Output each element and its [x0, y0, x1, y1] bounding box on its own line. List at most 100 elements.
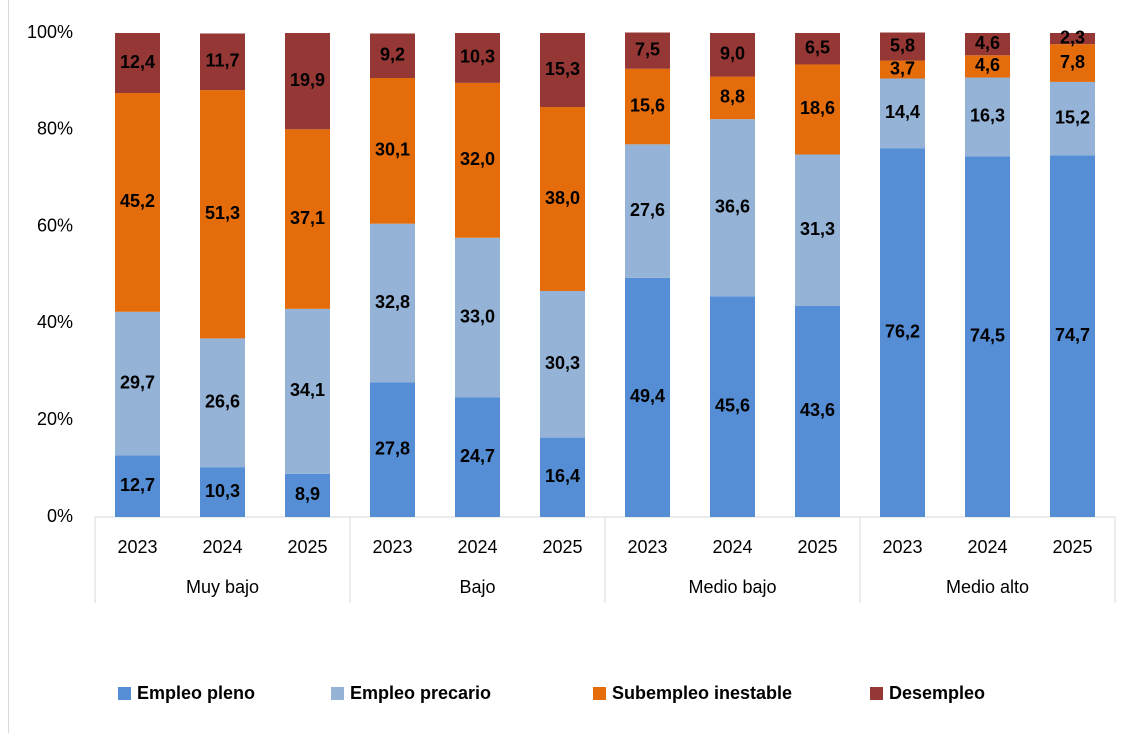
bar-segment: [965, 156, 1010, 518]
bar-segment: [285, 308, 330, 474]
bar-segment: [710, 33, 755, 77]
bar-segment: [965, 55, 1010, 78]
data-label: 45,6: [715, 395, 750, 415]
data-label: 9,2: [380, 44, 405, 64]
data-label: 16,3: [970, 106, 1005, 126]
y-tick-label: 40%: [37, 312, 73, 332]
data-label: 24,7: [460, 446, 495, 466]
data-label: 14,4: [885, 102, 920, 122]
data-label: 26,6: [205, 392, 240, 412]
bar-segment: [965, 33, 1010, 56]
data-label: 5,8: [890, 35, 915, 55]
bar-segment: [880, 32, 925, 61]
bar-segment: [1050, 33, 1095, 45]
bar-segment: [710, 76, 755, 120]
bar-segment: [455, 237, 500, 398]
legend-swatch: [870, 687, 883, 700]
bar-segment: [710, 119, 755, 297]
bar-segment: [370, 33, 415, 79]
bar-segment: [795, 305, 840, 517]
group-label: Muy bajo: [186, 577, 259, 597]
legend-label: Subempleo inestable: [612, 683, 792, 703]
bar-segment: [1050, 81, 1095, 156]
bar-segment: [370, 78, 415, 224]
data-label: 15,3: [545, 59, 580, 79]
data-label: 8,9: [295, 484, 320, 504]
data-label: 30,3: [545, 353, 580, 373]
y-tick-label: 60%: [37, 215, 73, 235]
data-label: 27,8: [375, 438, 410, 458]
bar-segment: [795, 154, 840, 306]
x-tick-label: 2025: [797, 537, 837, 557]
data-label: 45,2: [120, 191, 155, 211]
bar-segment: [285, 33, 330, 130]
data-label: 49,4: [630, 386, 665, 406]
data-label: 10,3: [205, 481, 240, 501]
bar-segment: [540, 437, 585, 517]
data-label: 15,6: [630, 95, 665, 115]
data-label: 10,3: [460, 47, 495, 67]
data-label: 43,6: [800, 400, 835, 420]
y-tick-label: 20%: [37, 409, 73, 429]
bar-segment: [455, 33, 500, 83]
data-label: 12,7: [120, 475, 155, 495]
data-label: 74,5: [970, 325, 1005, 345]
data-label: 16,4: [545, 466, 580, 486]
data-label: 37,1: [290, 208, 325, 228]
bar-segment: [965, 77, 1010, 157]
legend-swatch: [593, 687, 606, 700]
bar-segment: [625, 32, 670, 69]
legend-swatch: [118, 687, 131, 700]
bar-segment: [540, 33, 585, 108]
group-label: Bajo: [459, 577, 495, 597]
bar-segment: [115, 33, 160, 94]
bar-segment: [370, 223, 415, 383]
x-tick-label: 2024: [202, 537, 242, 557]
data-label: 4,6: [975, 55, 1000, 75]
bar-segment: [200, 467, 245, 517]
bar-segment: [200, 33, 245, 91]
x-tick-label: 2025: [1052, 537, 1092, 557]
data-label: 9,0: [720, 44, 745, 64]
y-tick-label: 80%: [37, 119, 73, 139]
legend-label: Desempleo: [889, 683, 985, 703]
data-label: 30,1: [375, 140, 410, 160]
data-label: 6,5: [805, 37, 830, 57]
bar-segment: [1050, 44, 1095, 82]
x-tick-label: 2025: [287, 537, 327, 557]
bar-segment: [115, 455, 160, 517]
data-label: 76,2: [885, 321, 920, 341]
data-label: 34,1: [290, 380, 325, 400]
x-tick-label: 2023: [372, 537, 412, 557]
data-label: 33,0: [460, 306, 495, 326]
data-label: 27,6: [630, 200, 665, 220]
data-label: 15,2: [1055, 107, 1090, 127]
bar-segment: [625, 277, 670, 517]
data-label: 3,7: [890, 58, 915, 78]
bar-segment: [710, 296, 755, 517]
bar-segment: [455, 82, 500, 238]
x-tick-label: 2023: [627, 537, 667, 557]
bar-segment: [880, 60, 925, 79]
data-label: 29,7: [120, 372, 155, 392]
data-label: 7,8: [1060, 52, 1085, 72]
legend-label: Empleo pleno: [137, 683, 255, 703]
data-label: 2,3: [1060, 27, 1085, 47]
data-label: 36,6: [715, 196, 750, 216]
data-label: 19,9: [290, 70, 325, 90]
bar-segment: [880, 148, 925, 517]
data-label: 4,6: [975, 33, 1000, 53]
bar-segment: [880, 78, 925, 149]
data-label: 7,5: [635, 39, 660, 59]
bar-segment: [115, 311, 160, 456]
bar-segment: [625, 68, 670, 145]
bar-segment: [1050, 155, 1095, 517]
group-label: Medio bajo: [688, 577, 776, 597]
x-tick-label: 2023: [117, 537, 157, 557]
bar-segment: [370, 382, 415, 517]
bar-segment: [625, 144, 670, 278]
data-label: 32,0: [460, 149, 495, 169]
data-label: 8,8: [720, 87, 745, 107]
bar-segment: [200, 338, 245, 468]
